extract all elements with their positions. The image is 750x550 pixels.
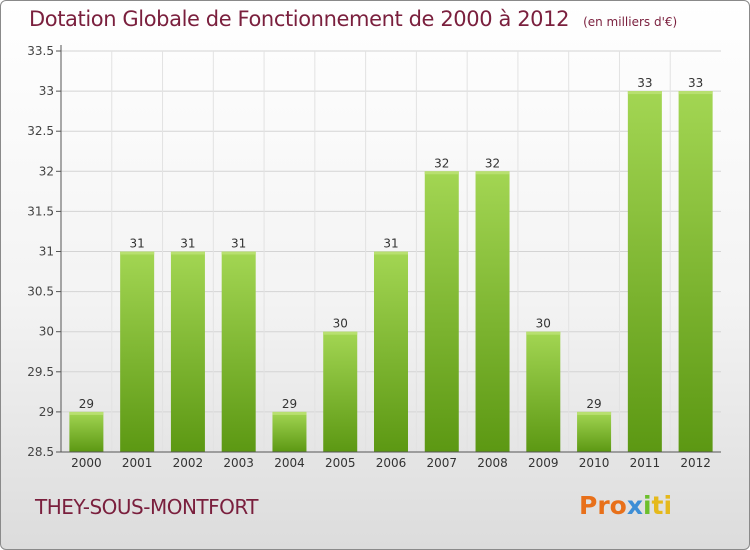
bar bbox=[627, 91, 662, 452]
bar bbox=[475, 171, 510, 453]
x-tick-label: 2002 bbox=[173, 456, 204, 470]
chart-subtitle: (en milliers d'€) bbox=[583, 15, 678, 29]
bar-highlight bbox=[272, 411, 307, 415]
bar-highlight bbox=[678, 91, 713, 95]
bar-highlight bbox=[120, 251, 155, 255]
logo-part-3: i bbox=[642, 491, 652, 520]
commune-name: THEY-SOUS-MONTFORT bbox=[35, 495, 259, 519]
y-tick-label: 32 bbox=[39, 164, 54, 178]
bar bbox=[221, 251, 256, 452]
x-tick-label: 2011 bbox=[630, 456, 661, 470]
x-tick-label: 2009 bbox=[528, 456, 559, 470]
bars: 29 31 31 31 29 30 31 32 32 30 29 33 33 bbox=[69, 76, 713, 453]
bar bbox=[323, 331, 358, 452]
chart-title: Dotation Globale de Fonctionnement de 20… bbox=[29, 7, 677, 31]
x-tick-label: 2001 bbox=[122, 456, 153, 470]
y-tick-label: 29.5 bbox=[27, 365, 54, 379]
y-tick-label: 29 bbox=[39, 405, 54, 419]
data-label: 29 bbox=[282, 397, 297, 411]
y-tick-label: 32.5 bbox=[27, 124, 54, 138]
bar-highlight bbox=[69, 411, 104, 415]
bar bbox=[374, 251, 408, 452]
axes: 28.5 29 29.5 30 30.5 31 31.5 32 32.5 33 33.5 2000 20… bbox=[27, 44, 721, 470]
bar-highlight bbox=[424, 171, 459, 175]
y-tick-label: 30.5 bbox=[27, 285, 54, 299]
bar-highlight bbox=[475, 171, 510, 175]
x-tick-label: 2010 bbox=[579, 456, 610, 470]
bar bbox=[170, 251, 205, 452]
x-tick-label: 2008 bbox=[477, 456, 508, 470]
y-tick-label: 30 bbox=[39, 325, 54, 339]
bar-highlight bbox=[526, 331, 561, 335]
data-label: 31 bbox=[383, 237, 398, 251]
data-label: 33 bbox=[637, 76, 652, 90]
x-tick-label: 2000 bbox=[71, 456, 102, 470]
y-tick-label: 31 bbox=[39, 245, 54, 259]
y-tick-label: 33 bbox=[39, 84, 54, 98]
bar bbox=[526, 331, 561, 452]
logo-part-1: Pro bbox=[579, 491, 627, 520]
proxiti-logo[interactable]: Proxiti bbox=[579, 491, 672, 520]
data-label: 30 bbox=[536, 317, 551, 331]
logo-part-2: x bbox=[626, 491, 643, 520]
data-label: 32 bbox=[485, 156, 500, 170]
bar bbox=[424, 171, 459, 453]
x-tick-label: 2007 bbox=[426, 456, 457, 470]
bar bbox=[69, 411, 104, 452]
x-tick-label: 2006 bbox=[376, 456, 407, 470]
bar-highlight bbox=[577, 411, 612, 415]
bar-highlight bbox=[221, 251, 256, 255]
bar-highlight bbox=[627, 91, 662, 95]
x-tick-label: 2005 bbox=[325, 456, 356, 470]
logo-part-4: ti bbox=[651, 491, 673, 520]
x-tick-label: 2012 bbox=[680, 456, 711, 470]
bar-highlight bbox=[374, 251, 408, 255]
x-tick-label: 2003 bbox=[223, 456, 254, 470]
data-label: 33 bbox=[688, 76, 703, 90]
data-label: 32 bbox=[434, 156, 449, 170]
data-label: 31 bbox=[180, 237, 195, 251]
bar bbox=[577, 411, 612, 452]
x-tick-label: 2004 bbox=[274, 456, 305, 470]
data-label: 29 bbox=[586, 397, 601, 411]
bar-highlight bbox=[323, 331, 358, 335]
y-tick-label: 33.5 bbox=[27, 44, 54, 58]
y-tick-label: 28.5 bbox=[27, 445, 54, 459]
bar bbox=[272, 411, 307, 452]
y-tick-label: 31.5 bbox=[27, 204, 54, 218]
bar bbox=[120, 251, 155, 452]
data-label: 31 bbox=[130, 237, 145, 251]
chart-title-text: Dotation Globale de Fonctionnement de 20… bbox=[29, 7, 570, 31]
data-label: 30 bbox=[333, 317, 348, 331]
bar-highlight bbox=[170, 251, 205, 255]
data-label: 31 bbox=[231, 237, 246, 251]
bar bbox=[678, 91, 713, 452]
data-label: 29 bbox=[79, 397, 94, 411]
